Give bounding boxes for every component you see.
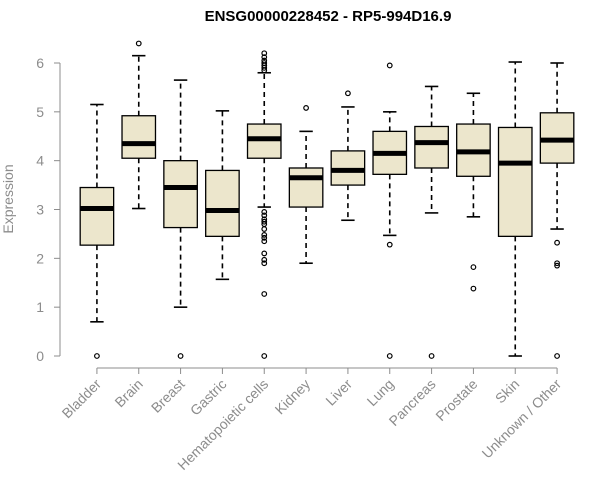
box-gastric — [205, 110, 240, 281]
outlier-point — [386, 241, 393, 248]
outlier-point — [261, 260, 268, 267]
outlier-point — [261, 250, 268, 257]
box-iqr — [497, 126, 533, 238]
box-iqr — [414, 125, 449, 169]
chart-title: ENSG00000228452 - RP5-994D16.9 — [205, 8, 452, 25]
box-iqr — [163, 160, 198, 229]
y-tick-label: 4 — [36, 153, 44, 169]
outlier-point — [135, 40, 142, 47]
box-bladder — [79, 103, 115, 359]
outlier-point — [386, 353, 393, 359]
x-tick-label: Kidney — [272, 376, 314, 418]
outlier-point — [261, 353, 268, 359]
outlier-point — [470, 285, 477, 292]
outlier-point — [303, 105, 309, 111]
box-brain — [121, 40, 157, 210]
outlier-point — [554, 239, 560, 246]
outlier-point — [261, 238, 268, 245]
box-iqr — [205, 169, 240, 238]
y-axis-label: Expression — [0, 164, 16, 233]
box-pancreas — [414, 85, 449, 359]
box-breast — [163, 79, 198, 359]
x-tick-label: Pancreas — [386, 376, 439, 429]
outlier-point — [261, 234, 268, 241]
x-tick-label: Lung — [364, 376, 397, 409]
box-liver — [330, 90, 366, 222]
x-tick-label: Skin — [492, 376, 523, 407]
outlier-point — [177, 353, 184, 359]
y-tick-label: 0 — [36, 348, 44, 364]
outlier-point — [261, 231, 268, 238]
box-iqr — [288, 167, 324, 208]
outlier-point — [261, 256, 268, 263]
box-skin — [497, 61, 533, 357]
outlier-point — [345, 90, 351, 97]
outlier-point — [261, 212, 268, 219]
x-tick-label: Liver — [322, 376, 355, 409]
outlier-point — [261, 54, 268, 61]
outlier-point — [261, 60, 268, 66]
outlier-point — [386, 62, 393, 69]
outlier-point — [428, 353, 435, 359]
y-tick-label: 1 — [36, 299, 44, 315]
box-lung — [372, 62, 408, 359]
box-series — [79, 40, 575, 359]
box-iqr — [121, 115, 157, 159]
outlier-point — [94, 353, 100, 359]
box-prostate — [456, 92, 491, 292]
y-axis: 0 1 2 3 4 5 6 — [36, 55, 61, 364]
outlier-point — [261, 57, 268, 64]
y-tick-label: 3 — [36, 202, 44, 218]
box-iqr — [79, 186, 115, 246]
x-tick-label: Unknown / Other — [479, 376, 565, 462]
outlier-point — [554, 353, 560, 359]
x-tick-label: Brain — [111, 376, 145, 410]
x-tick-label: Breast — [148, 376, 188, 416]
outlier-point — [470, 264, 477, 271]
outlier-point — [261, 209, 268, 215]
y-tick-label: 2 — [36, 250, 44, 266]
y-tick-label: 5 — [36, 104, 44, 120]
box-kidney — [288, 105, 324, 265]
x-tick-label: Bladder — [59, 376, 105, 422]
box-unknown-other — [539, 62, 575, 359]
outlier-point — [261, 291, 268, 297]
outlier-point — [554, 262, 560, 269]
outlier-point — [554, 260, 560, 267]
x-tick-label: Prostate — [432, 376, 480, 424]
outlier-point — [261, 50, 268, 57]
outlier-point — [261, 226, 268, 232]
outlier-point — [261, 216, 268, 223]
box-hematopoietic-cells — [246, 50, 282, 359]
y-tick-label: 6 — [36, 55, 44, 71]
outlier-point — [261, 218, 268, 225]
